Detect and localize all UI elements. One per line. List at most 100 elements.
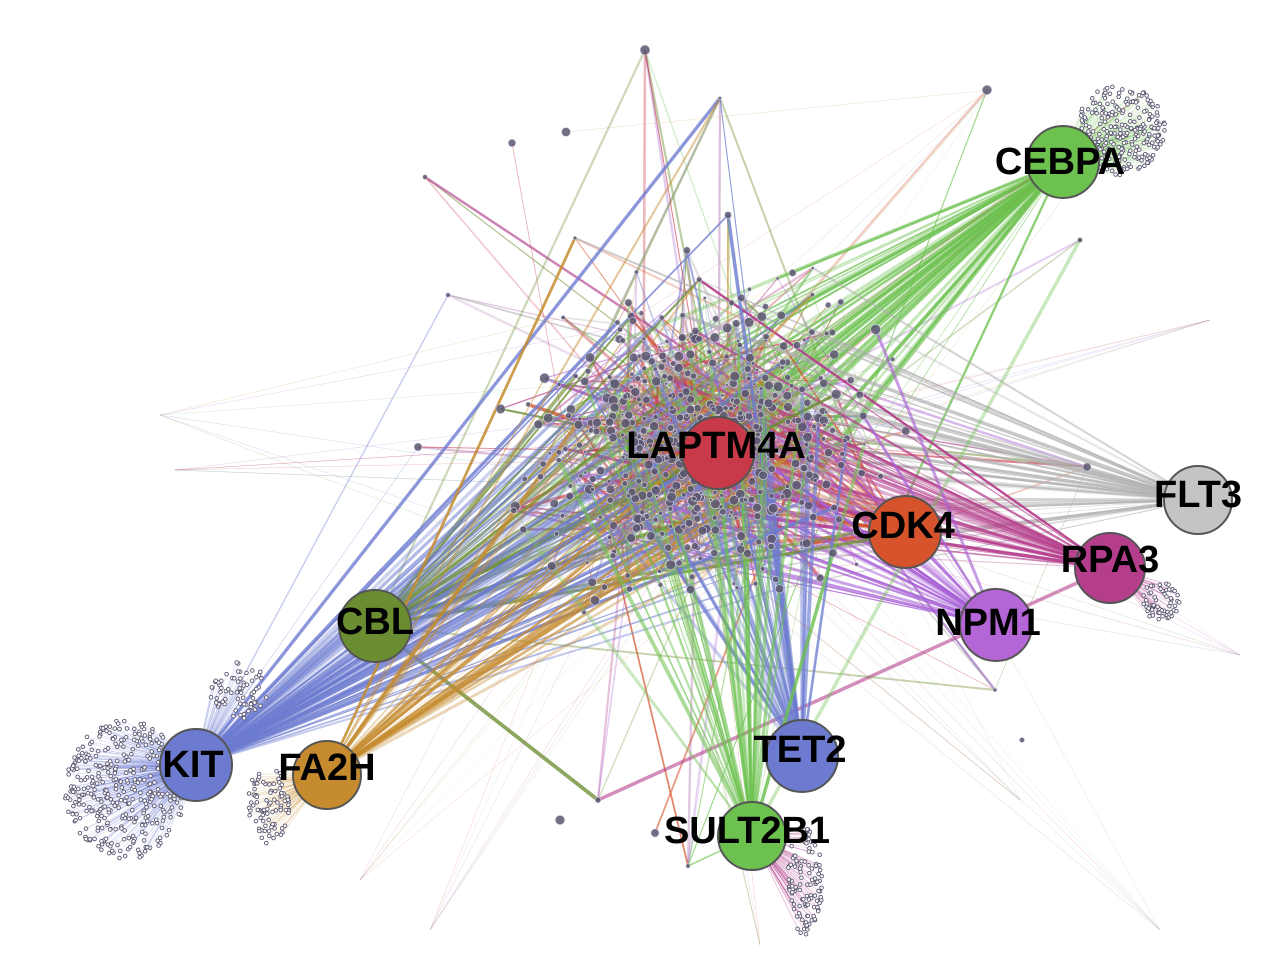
gene-node bbox=[839, 450, 846, 457]
leaf-node bbox=[1155, 104, 1160, 109]
leaf-node bbox=[149, 749, 154, 754]
leaf-node bbox=[250, 777, 255, 783]
gene-node bbox=[645, 491, 654, 499]
leaf-node bbox=[116, 793, 122, 798]
gene-node bbox=[763, 380, 774, 391]
leaf-node bbox=[815, 879, 820, 885]
leaf-node bbox=[137, 854, 142, 860]
gene-node bbox=[549, 499, 559, 509]
leaf-node bbox=[80, 750, 85, 756]
leaf-node bbox=[1103, 111, 1109, 116]
hub-edge-sult2b1 bbox=[750, 544, 773, 837]
leaf-node bbox=[1102, 119, 1108, 124]
leaf-node bbox=[799, 875, 804, 880]
leaf-node bbox=[1157, 122, 1163, 127]
leaf-node bbox=[88, 791, 94, 797]
hub-edge-sult2b1 bbox=[704, 297, 753, 837]
leaf-node bbox=[105, 820, 110, 826]
leaf-node bbox=[252, 700, 257, 705]
hub-edge-cebpa bbox=[887, 161, 1065, 537]
hub-edge-sult2b1 bbox=[677, 529, 754, 837]
gene-node bbox=[547, 451, 552, 456]
gene-node bbox=[686, 484, 695, 493]
gene-node bbox=[870, 324, 881, 335]
gene-node bbox=[740, 389, 750, 399]
leaf-node bbox=[155, 838, 160, 843]
hub-node-kit[interactable]: KIT bbox=[159, 728, 233, 802]
gene-node bbox=[791, 480, 802, 491]
gene-node bbox=[592, 427, 601, 436]
hub-edge-kit bbox=[195, 434, 633, 766]
hub-edge-kit bbox=[195, 500, 693, 766]
gene-node bbox=[657, 362, 666, 371]
hub-edge-flt3 bbox=[762, 499, 1199, 570]
leaf-node bbox=[796, 911, 802, 916]
leaf-node bbox=[137, 732, 142, 737]
leaf-node bbox=[115, 842, 120, 848]
leaf-node bbox=[266, 817, 271, 823]
leaf-node bbox=[1149, 140, 1155, 146]
gene-node bbox=[690, 495, 697, 502]
leaf-node bbox=[226, 687, 231, 692]
leaf-node bbox=[267, 782, 272, 787]
gene-node bbox=[901, 426, 911, 436]
hub-edge-cebpa bbox=[761, 161, 1064, 318]
leaf-node bbox=[816, 888, 821, 894]
leaf-node bbox=[122, 853, 128, 859]
hub-node-cdk4[interactable]: CDK4 bbox=[851, 495, 955, 569]
leaf-node bbox=[213, 678, 219, 683]
gene-node bbox=[772, 381, 784, 392]
leaf-node bbox=[152, 780, 157, 785]
gene-node bbox=[667, 393, 673, 399]
leaf-node bbox=[147, 736, 153, 742]
gene-node bbox=[810, 266, 815, 270]
gene-node bbox=[747, 496, 756, 504]
gene-node bbox=[628, 352, 639, 363]
leaf-node bbox=[117, 726, 122, 732]
leaf-node bbox=[1157, 582, 1163, 588]
gene-node bbox=[650, 828, 660, 838]
hub-node-rpa3[interactable]: RPA3 bbox=[1061, 532, 1160, 604]
leaf-node bbox=[234, 690, 240, 695]
leaf-node bbox=[136, 743, 141, 748]
leaf-node bbox=[122, 718, 127, 724]
gene-node bbox=[624, 572, 631, 579]
gene-node bbox=[651, 376, 662, 387]
network-edge bbox=[624, 316, 633, 424]
leaf-node bbox=[106, 807, 111, 812]
gene-node bbox=[614, 319, 621, 326]
leaf-node bbox=[113, 783, 119, 788]
leaf-node bbox=[792, 864, 798, 869]
leaf-node bbox=[95, 748, 101, 754]
leaf-node bbox=[797, 887, 803, 893]
leaf-node bbox=[234, 660, 239, 665]
hub-edge-kit bbox=[194, 354, 641, 767]
leaf-node bbox=[104, 788, 109, 793]
leaf-node bbox=[1101, 126, 1107, 132]
gene-node bbox=[783, 402, 793, 412]
leaf-node bbox=[1095, 89, 1100, 94]
leaf-node bbox=[788, 862, 794, 867]
gene-node bbox=[543, 413, 554, 424]
leaf-node bbox=[91, 795, 97, 800]
gene-node bbox=[576, 441, 583, 449]
leaf-node bbox=[93, 753, 99, 759]
leaf-node bbox=[265, 811, 270, 816]
leaf-node bbox=[286, 810, 291, 816]
leaf-node bbox=[1144, 93, 1149, 98]
leaf-node bbox=[132, 777, 138, 782]
hub-edge-cebpa bbox=[861, 161, 1064, 474]
leaf-node bbox=[806, 897, 812, 902]
leaf-node bbox=[1082, 115, 1088, 120]
leaf-node bbox=[176, 811, 182, 817]
gene-node bbox=[766, 533, 777, 544]
hub-edge-sult2b1 bbox=[623, 396, 754, 837]
network-edge bbox=[811, 294, 882, 477]
gene-node bbox=[675, 559, 683, 567]
gene-node bbox=[665, 559, 676, 570]
hub-node-flt3[interactable]: FLT3 bbox=[1154, 465, 1242, 535]
leaf-node bbox=[250, 695, 256, 701]
gene-node bbox=[646, 531, 656, 541]
hub-edge-rpa3 bbox=[558, 383, 1111, 570]
